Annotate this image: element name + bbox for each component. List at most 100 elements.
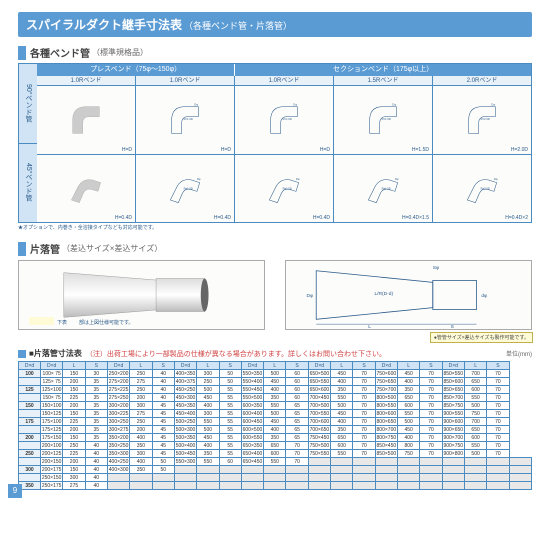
bend-col-head: 1.0Rベンド [235, 76, 334, 86]
table-cell: 750 [464, 410, 486, 418]
table-cell: 70 [353, 434, 375, 442]
table-cell: 70 [353, 410, 375, 418]
table-row: 350250×17527540 [19, 482, 532, 490]
table-row: 250200×12522540350×30030045500×450350556… [19, 450, 532, 458]
table-cell: 550×500 [241, 394, 263, 402]
table-cell: 45 [152, 450, 174, 458]
table-cell: 400×375 [174, 378, 196, 386]
section1-header: 各種ベンド管 （標準規格品） [18, 45, 532, 60]
table-cell: 300×275 [107, 426, 129, 434]
table-cell [464, 482, 486, 490]
table-cell: 700 [464, 418, 486, 426]
table-cell: 50 [219, 378, 241, 386]
table-cell: 150×125 [41, 410, 63, 418]
table-cell [398, 458, 420, 466]
table-cell: 40 [152, 394, 174, 402]
table-cell [464, 474, 486, 482]
table-header-cell: D×d [442, 362, 464, 370]
table-cell: 350 [264, 394, 286, 402]
table-cell: 70 [487, 410, 509, 418]
table-cell: 450 [197, 394, 219, 402]
table-cell: 55 [219, 434, 241, 442]
bend-cell: DφR=1.5DH=1.5D [334, 86, 433, 154]
table-cell: 350 [130, 442, 152, 450]
table-cell: 40 [85, 450, 107, 458]
table-cell [286, 466, 308, 474]
svg-text:R=1.5D: R=1.5D [382, 187, 391, 191]
table-row: 100100× 7515030250×20025040400×350300505… [19, 370, 532, 378]
table-cell: 70 [353, 426, 375, 434]
table-cell: 50 [219, 370, 241, 378]
table-cell: 600 [331, 442, 353, 450]
table-cell: 250 [197, 378, 219, 386]
svg-text:Dφ: Dφ [491, 102, 495, 106]
table-cell: 45 [152, 442, 174, 450]
table-cell: 850×450 [375, 442, 397, 450]
table-cell: 125×100 [41, 386, 63, 394]
table-cell: 600×500 [241, 426, 263, 434]
table-cell: 65 [286, 410, 308, 418]
table-cell: 70 [420, 394, 442, 402]
page-subtitle: （各種ベンド管・片落管） [184, 21, 292, 31]
table-cell [152, 482, 174, 490]
table-cell: 40 [85, 442, 107, 450]
table-cell: 850×550 [442, 370, 464, 378]
table-row: 125× 7520035275×20027540400×37525050550×… [19, 378, 532, 386]
table-cell [398, 482, 420, 490]
table-cell [264, 474, 286, 482]
table-row: 150× 7522535275×25020040450×30045055550×… [19, 394, 532, 402]
svg-text:R=1.5D: R=1.5D [382, 117, 391, 121]
table-header-cell: S [85, 362, 107, 370]
table-cell [19, 378, 41, 386]
table-cell: 100× 75 [41, 370, 63, 378]
table-cell: 70 [353, 442, 375, 450]
table-cell: 35 [85, 434, 107, 442]
table-cell: 400 [331, 378, 353, 386]
svg-text:Dφ: Dφ [296, 177, 300, 181]
table-cell: 850×650 [442, 386, 464, 394]
table-cell: 450×300 [174, 394, 196, 402]
table-cell: 200 [130, 426, 152, 434]
table-cell: 65 [286, 434, 308, 442]
data-table-header: ■片落管寸法表 （注）出荷工場により一部製品の仕様が異なる場合があります。詳しく… [18, 348, 532, 359]
table-header-cell: L [398, 362, 420, 370]
table-cell: 60 [286, 386, 308, 394]
table-cell: 70 [420, 450, 442, 458]
table-cell: 40 [152, 370, 174, 378]
h-dimension: H=0.4D [214, 215, 231, 221]
table-cell: 800×500 [375, 394, 397, 402]
h-dimension: H=D [122, 147, 132, 153]
table-cell: 150 [63, 370, 85, 378]
table-cell: 250×150 [41, 474, 63, 482]
svg-text:R=2.0D: R=2.0D [481, 117, 490, 121]
table-header-cell: D×d [308, 362, 330, 370]
table-cell: 350×250 [107, 442, 129, 450]
h-dimension: H=0.4D×1.5 [402, 215, 429, 221]
h-dimension: H=D [221, 147, 231, 153]
table-header-cell: D×d [375, 362, 397, 370]
table-cell [331, 458, 353, 466]
table-cell: 650×550 [308, 378, 330, 386]
table-cell: 45 [152, 434, 174, 442]
table-cell: 750×500 [308, 442, 330, 450]
table-cell: 500×400 [174, 442, 196, 450]
table-cell: 500 [264, 370, 286, 378]
bend-row-label: 45°ベンド管 [19, 144, 37, 223]
table-cell: 600×550 [241, 434, 263, 442]
table-cell: 35 [85, 386, 107, 394]
table-cell: 55 [219, 442, 241, 450]
table-cell: 600 [464, 434, 486, 442]
table-cell: 450×400 [174, 410, 196, 418]
table-cell: 200×125 [41, 450, 63, 458]
table-cell: 450×350 [174, 402, 196, 410]
table-cell: 200 [130, 394, 152, 402]
table-cell: 350 [130, 466, 152, 474]
table-cell [286, 474, 308, 482]
table-cell: 225 [63, 418, 85, 426]
bend-cell: DφR=1.0DH=D [235, 86, 334, 154]
h-dimension: H=2.0D [511, 147, 528, 153]
table-row: 200×10025040350×25035045500×40040055650×… [19, 442, 532, 450]
table-cell [398, 466, 420, 474]
table-cell: 600×350 [241, 402, 263, 410]
table-cell: 650×350 [241, 442, 263, 450]
